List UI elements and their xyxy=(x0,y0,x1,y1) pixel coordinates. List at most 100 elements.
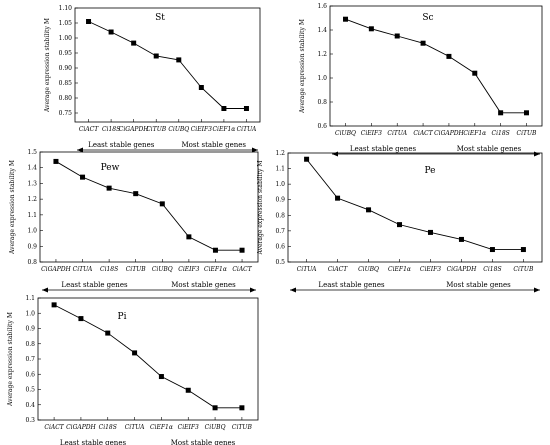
y-axis-label: Average expression stability M xyxy=(299,19,306,114)
data-point xyxy=(132,350,138,356)
y-tick-label: 0.9 xyxy=(25,326,35,333)
x-tick-label: CiEF1α xyxy=(212,126,235,133)
y-axis-label: Average expression stability M xyxy=(44,18,51,113)
x-tick-label: CiACT xyxy=(44,424,64,431)
x-tick-label: CiUBQ xyxy=(205,424,226,431)
x-tick-label: Ci18S xyxy=(99,424,117,431)
data-point xyxy=(53,158,59,164)
plot-frame xyxy=(39,151,259,263)
y-tick-label: 1.3 xyxy=(27,180,37,187)
arrow-left-head xyxy=(290,287,296,293)
y-tick-label: 1.0 xyxy=(317,75,327,82)
x-tick-label: CiACT xyxy=(413,130,433,137)
x-tick-label: CiUBQ xyxy=(152,266,173,273)
data-point xyxy=(108,29,114,35)
plot-frame xyxy=(287,152,543,263)
series-line xyxy=(55,161,243,251)
chart-panel-pe: Pe 0.5 0.6 0.7 0.8 0.9 1.0 1.1 1.2 Average expres… xyxy=(257,150,543,293)
x-tick-label: CiEIF3 xyxy=(191,126,212,133)
x-tick-label: Ci18S xyxy=(483,266,501,273)
data-point xyxy=(212,405,218,411)
y-tick-label: 1.1 xyxy=(25,295,35,302)
most-stable-label: Most stable genes xyxy=(446,281,511,289)
arrow-right-head xyxy=(534,287,540,293)
data-point xyxy=(523,110,529,116)
data-point xyxy=(472,70,478,76)
x-tick-label: Ci18S xyxy=(102,126,120,133)
y-tick-label: 1.2 xyxy=(317,51,327,58)
x-tick-label: Ci18S xyxy=(100,266,118,273)
chart-title: St xyxy=(155,13,165,23)
data-point xyxy=(397,222,403,228)
y-tick-label: 1.2 xyxy=(275,150,285,157)
x-tick-label: CiEIF3 xyxy=(420,266,441,273)
arrow-right-head xyxy=(252,147,258,153)
data-point xyxy=(186,234,192,240)
y-tick-label: 1.1 xyxy=(275,166,285,173)
most-stable-label: Most stable genes xyxy=(171,439,236,445)
y-tick-label: 0.8 xyxy=(317,99,327,106)
x-tick-label: CiTUA xyxy=(125,424,145,431)
x-tick-label: CiGAPDH xyxy=(66,424,96,431)
x-tick-label: CiTUB xyxy=(232,424,253,431)
y-tick-label: 0.8 xyxy=(275,212,285,219)
y-tick-label: 0.6 xyxy=(25,371,35,378)
x-tick-label: CiEIF3 xyxy=(361,130,382,137)
data-point xyxy=(198,85,204,90)
x-tick-label: CiTUA xyxy=(73,266,93,273)
y-axis-label: Average expression stability M xyxy=(7,312,14,407)
data-point xyxy=(86,19,92,24)
x-tick-label: CiGAPDH xyxy=(434,130,464,137)
data-point xyxy=(304,156,310,162)
x-tick-label: CiEF1α xyxy=(204,266,227,273)
x-tick-label: CiGAPDH xyxy=(447,266,477,273)
x-tick-label: CiACT xyxy=(232,266,252,273)
y-tick-label: 0.9 xyxy=(275,197,285,204)
y-tick-label: 0.75 xyxy=(59,110,73,117)
y-tick-label: 1.0 xyxy=(25,310,35,317)
chart-title: Sc xyxy=(422,13,433,23)
y-axis-label: Average expression stability M xyxy=(257,161,264,256)
y-tick-label: 0.7 xyxy=(275,228,285,235)
least-stable-label: Least stable genes xyxy=(88,141,155,149)
y-tick-label: 0.80 xyxy=(59,95,73,102)
data-point xyxy=(51,302,57,308)
x-tick-label: CiEF1α xyxy=(388,266,411,273)
most-stable-label: Most stable genes xyxy=(181,141,246,149)
data-point xyxy=(153,53,159,59)
data-point xyxy=(498,110,504,116)
most-stable-label: Most stable genes xyxy=(457,145,522,153)
y-tick-label: 0.6 xyxy=(317,123,327,130)
x-tick-label: CiUBQ xyxy=(168,126,189,133)
arrow-left-head xyxy=(42,287,48,293)
x-tick-label: CiACT xyxy=(328,266,348,273)
x-tick-label: CiEF1α xyxy=(150,424,173,431)
data-point xyxy=(133,191,139,197)
x-tick-label: CiTUB xyxy=(513,266,534,273)
series-line xyxy=(306,158,524,250)
y-tick-label: 1.5 xyxy=(27,149,37,156)
y-tick-label: 0.8 xyxy=(25,341,35,348)
chart-panel-pi: Pi 0.3 0.4 0.5 0.6 0.7 0.8 0.9 1.0 1.1 Average exp… xyxy=(7,295,259,445)
y-tick-label: 1.4 xyxy=(27,165,37,172)
y-tick-label: 0.8 xyxy=(27,259,37,266)
data-point xyxy=(159,201,165,207)
y-tick-label: 0.5 xyxy=(25,387,35,394)
y-tick-label: 0.3 xyxy=(25,417,35,424)
plot-frame xyxy=(37,297,259,421)
data-point xyxy=(343,16,349,22)
data-point xyxy=(212,247,218,253)
series-line xyxy=(345,18,527,114)
y-tick-label: 1.0 xyxy=(27,228,37,235)
arrow-left-head xyxy=(77,147,83,153)
chart-title: Pew xyxy=(101,163,120,173)
data-point xyxy=(176,57,182,63)
y-tick-label: 0.4 xyxy=(25,402,35,409)
least-stable-label: Least stable genes xyxy=(60,439,127,445)
y-tick-label: 0.7 xyxy=(25,356,35,363)
x-tick-label: CiTUB xyxy=(126,266,147,273)
x-tick-label: CiTUB xyxy=(516,130,537,137)
x-tick-label: CiTUB xyxy=(146,126,167,133)
chart-panel-sc: Sc 0.6 0.8 1.0 1.2 1.4 1.6 Average expression s… xyxy=(299,3,543,157)
data-point xyxy=(394,33,400,39)
